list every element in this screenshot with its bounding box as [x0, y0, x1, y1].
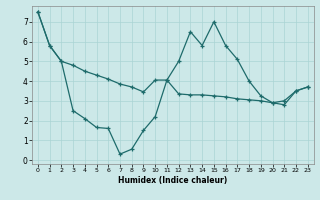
X-axis label: Humidex (Indice chaleur): Humidex (Indice chaleur): [118, 176, 228, 185]
